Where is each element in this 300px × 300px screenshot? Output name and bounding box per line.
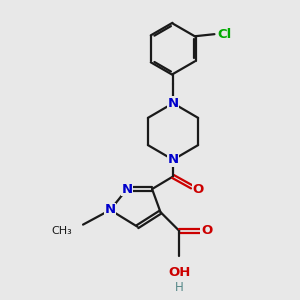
Text: O: O bbox=[201, 224, 212, 237]
Text: H: H bbox=[175, 281, 184, 294]
Text: OH: OH bbox=[168, 266, 190, 280]
Text: N: N bbox=[122, 182, 133, 196]
Text: O: O bbox=[193, 182, 204, 196]
Text: N: N bbox=[167, 97, 178, 110]
Text: Cl: Cl bbox=[218, 28, 232, 41]
Text: N: N bbox=[167, 153, 178, 166]
Text: N: N bbox=[105, 203, 116, 217]
Text: CH₃: CH₃ bbox=[52, 226, 73, 236]
